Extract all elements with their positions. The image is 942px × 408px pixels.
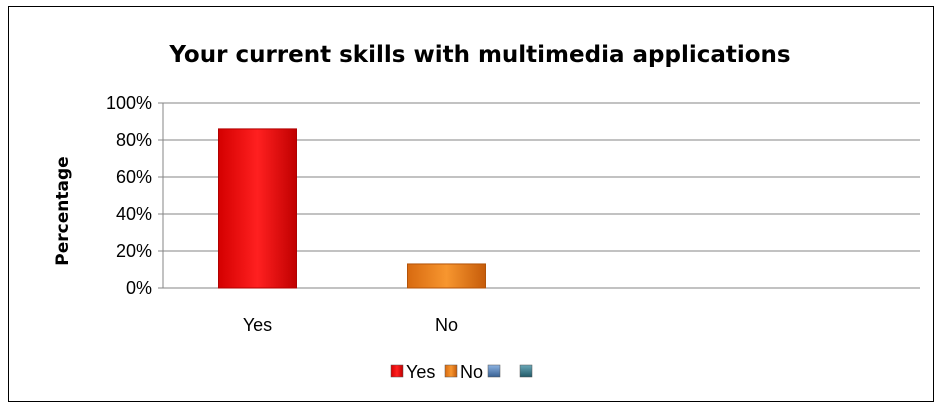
- legend-label: Yes: [406, 362, 435, 382]
- y-tick-label: 40%: [116, 204, 152, 224]
- legend-swatch: [519, 364, 533, 378]
- y-tick-label: 80%: [116, 130, 152, 150]
- bars: [218, 128, 486, 289]
- y-ticks: 0% 20% 40% 60% 80% 100%: [106, 93, 152, 298]
- y-tick-label: 60%: [116, 167, 152, 187]
- y-axis-label: Percentage: [53, 156, 73, 265]
- bar-no: [407, 263, 486, 289]
- legend-swatch: [444, 364, 458, 378]
- chart-title: Your current skills with multimedia appl…: [168, 42, 790, 68]
- x-tick-label: Yes: [243, 315, 272, 335]
- chart-frame: [8, 6, 934, 402]
- y-tick-label: 100%: [106, 93, 152, 113]
- y-tick-label: 20%: [116, 241, 152, 261]
- legend-swatch: [487, 364, 501, 378]
- x-tick-label: No: [435, 315, 458, 335]
- legend: Yes No: [390, 362, 533, 382]
- legend-label: No: [460, 362, 483, 382]
- bar-yes: [218, 128, 297, 289]
- x-tick-labels: Yes No: [243, 315, 458, 335]
- y-tick-label: 0%: [126, 278, 152, 298]
- legend-swatch: [390, 364, 404, 378]
